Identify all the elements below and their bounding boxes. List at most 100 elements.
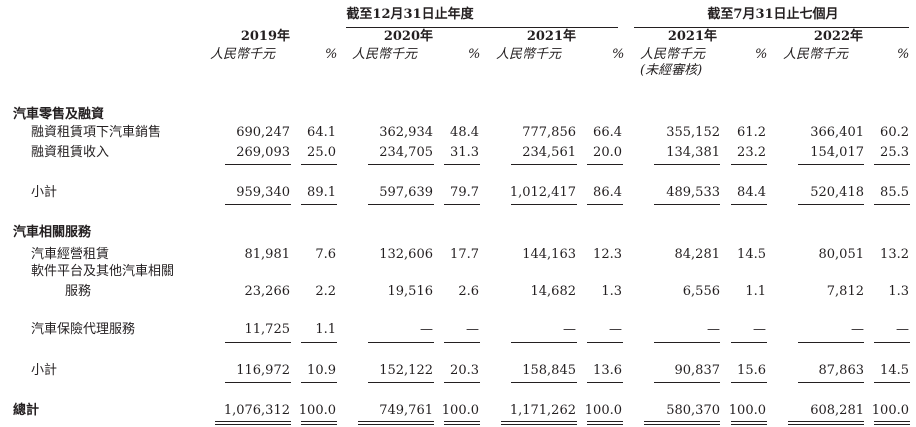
rule [874,382,910,383]
cell-pct: 1.1 [745,284,766,299]
rule [587,342,623,343]
pct-label-2020: % [468,47,481,62]
cell-value: 134,381 [666,145,720,160]
header-group-full-year: 截至12月31日止年度 [346,7,474,22]
section-title-retail-finance: 汽車零售及融資 [13,107,105,122]
cell-pct: 86.4 [593,185,622,200]
cell-value: 489,533 [666,185,720,200]
cell-pct: 14.5 [737,247,766,262]
rule [511,164,577,165]
rule [368,382,434,383]
rule [301,164,337,165]
cell-value: 11,725 [244,322,291,337]
cell-pct: 15.6 [737,363,766,378]
double-rule [644,421,720,422]
cell-value: 580,370 [666,403,720,418]
rule [444,382,480,383]
cell-value: 158,845 [522,363,576,378]
double-rule [444,424,480,425]
cell-value: 6,556 [682,284,720,299]
cell-value: 749,761 [379,403,433,418]
rule [511,382,577,383]
rule [301,204,337,205]
rule [511,342,577,343]
rule [444,342,480,343]
cell-pct: 85.5 [880,185,909,200]
cell-pct: 100.0 [584,403,622,418]
cell-value: 90,837 [674,363,721,378]
year-2021: 2021年 [526,29,576,44]
header-rule-full-year [346,27,618,28]
rule [368,164,434,165]
cell-pct: 100.0 [298,403,336,418]
rule [301,382,337,383]
cell-value: 355,152 [666,125,720,140]
cell-pct: 48.4 [450,125,479,140]
cell-value: — [420,322,433,337]
cell-pct: 100.0 [441,403,479,418]
cell-value: 269,093 [236,145,290,160]
rule [654,204,720,205]
total-label: 總計 [13,403,40,418]
cell-value: 23,266 [244,284,291,299]
double-rule [644,424,720,425]
cell-pct: 84.4 [737,185,766,200]
double-rule [731,421,767,422]
section-title-auto-services: 汽車相關服務 [13,225,92,240]
double-rule [215,424,291,425]
double-rule [444,421,480,422]
cell-pct: 23.2 [737,145,766,160]
row-label-continued: 服務 [65,284,92,299]
cell-value: 152,122 [379,363,433,378]
cell-pct: 20.0 [593,145,622,160]
double-rule [788,421,864,422]
cell-pct: — [753,322,766,337]
cell-value: 14,682 [530,284,577,299]
rule [368,204,434,205]
rule [798,204,864,205]
rule [731,204,767,205]
double-rule [731,424,767,425]
row-label: 融資租賃收入 [31,145,110,160]
cell-value: 81,981 [244,247,291,262]
double-rule [587,421,623,422]
cell-pct: 66.4 [593,125,622,140]
cell-pct: 100.0 [728,403,766,418]
rule [444,204,480,205]
rule [874,164,910,165]
rule [874,342,910,343]
cell-pct: 13.2 [880,247,909,262]
rule [587,204,623,205]
cell-pct: 25.0 [307,145,336,160]
cell-value: 19,516 [387,284,434,299]
row-label: 融資租賃項下汽車銷售 [31,125,162,140]
cell-value: — [707,322,720,337]
cell-pct: 20.3 [450,363,479,378]
double-rule [501,421,577,422]
cell-pct: — [609,322,622,337]
double-rule [358,421,434,422]
cell-value: 87,863 [818,363,865,378]
cell-value: 132,606 [379,247,433,262]
rule [731,342,767,343]
double-rule [301,421,337,422]
pct-label-2022-seven-months: % [897,47,910,62]
cell-pct: — [466,322,479,337]
cell-value: 144,163 [522,247,576,262]
double-rule [215,421,291,422]
pct-label-2021-seven-months: % [755,47,768,62]
cell-pct: 13.6 [593,363,622,378]
rule [444,164,480,165]
cell-pct: 25.3 [880,145,909,160]
cell-value: 690,247 [236,125,290,140]
unit-label-2019: 人民幣千元 [210,47,276,62]
pct-label-2021: % [612,47,625,62]
rule [225,204,291,205]
rule [798,382,864,383]
rule [798,342,864,343]
subtotal-label: 小計 [31,185,58,200]
rule [654,342,720,343]
rule [225,164,291,165]
cell-pct: 14.5 [880,363,909,378]
rule [654,382,720,383]
